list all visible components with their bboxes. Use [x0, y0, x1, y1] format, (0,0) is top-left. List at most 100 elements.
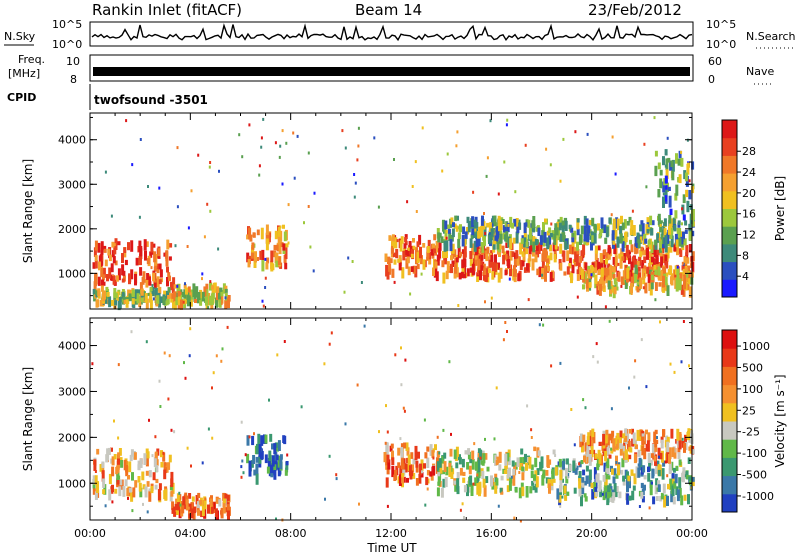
noise-cell: [356, 383, 359, 387]
echo-cell: [530, 242, 534, 252]
echo-cell: [618, 491, 622, 499]
noise-cell: [631, 209, 634, 213]
echo-cell: [624, 449, 628, 460]
noise-cell: [445, 230, 448, 234]
echo-cell: [123, 299, 127, 304]
echo-cell: [205, 289, 209, 296]
echo-cell: [637, 449, 641, 457]
echo-cell: [683, 442, 686, 453]
echo-cell: [525, 457, 529, 463]
echo-cell: [174, 503, 178, 511]
echo-cell: [637, 266, 641, 272]
echo-cell: [247, 259, 251, 268]
echo-cell: [487, 268, 491, 274]
echo-cell: [573, 487, 577, 494]
echo-cell: [644, 238, 648, 244]
echo-cell: [539, 235, 543, 245]
echo-cell: [654, 150, 658, 157]
echo-cell: [618, 437, 622, 449]
echo-cell: [543, 265, 547, 277]
echo-cell: [149, 299, 153, 310]
echo-cell: [391, 234, 395, 242]
echo-cell: [261, 260, 265, 272]
echo-cell: [657, 162, 661, 170]
echo-cell: [112, 275, 116, 285]
echo-cell: [197, 492, 201, 498]
echo-cell: [630, 244, 634, 253]
echo-cell: [129, 454, 133, 462]
echo-cell: [624, 280, 628, 289]
echo-cell: [469, 267, 473, 273]
colorbar-tick-label: 100: [742, 383, 763, 396]
echo-cell: [548, 234, 552, 245]
noise-cell: [485, 174, 488, 178]
echo-cell: [475, 222, 479, 229]
echo-cell: [158, 279, 162, 285]
echo-cell: [155, 465, 159, 473]
y-tick-label: 3000: [58, 178, 86, 191]
echo-cell: [662, 275, 665, 288]
echo-cell: [446, 224, 450, 229]
echo-cell: [462, 477, 466, 483]
echo-cell: [406, 477, 409, 483]
echo-cell: [425, 476, 429, 486]
echo-cell: [630, 469, 634, 476]
noise-cell: [604, 305, 607, 309]
noise-cell: [91, 362, 94, 366]
noise-cell: [403, 409, 406, 413]
echo-cell: [515, 250, 519, 259]
noise-cell: [341, 129, 344, 133]
echo-cell: [525, 462, 528, 471]
nsky-tick-bottom: 10^0: [52, 38, 82, 51]
echo-cell: [624, 428, 628, 436]
noise-cell: [542, 323, 545, 327]
noise-cell: [209, 161, 212, 164]
noise-cell: [634, 359, 637, 363]
echo-cell: [388, 235, 392, 241]
echo-cell: [177, 296, 181, 306]
echo-cell: [463, 266, 467, 279]
echo-cell: [479, 268, 482, 281]
echo-cell: [530, 464, 534, 470]
echo-cell: [606, 445, 610, 456]
echo-cell: [102, 478, 106, 488]
echo-cell: [248, 227, 252, 240]
noise-cell: [676, 265, 679, 269]
echo-cell: [477, 250, 480, 261]
echo-cell: [135, 257, 139, 266]
echo-cell: [166, 266, 169, 273]
echo-cell: [538, 267, 542, 278]
noise-cell: [253, 432, 255, 436]
echo-cell: [98, 261, 101, 271]
echo-cell: [176, 493, 180, 503]
noise-cell: [167, 397, 170, 401]
echo-cell: [443, 461, 447, 472]
echo-cell: [102, 290, 106, 302]
noise-cell: [148, 418, 150, 422]
echo-cell: [583, 493, 587, 498]
echo-cell: [615, 286, 619, 291]
echo-cell: [672, 467, 676, 473]
echo-cell: [283, 435, 287, 445]
echo-cell: [681, 471, 685, 483]
echo-cell: [607, 280, 611, 290]
echo-cell: [691, 261, 695, 273]
noise-cell: [421, 470, 423, 474]
noise-cell: [513, 516, 516, 520]
y-tick-label: 3000: [58, 385, 86, 398]
echo-cell: [171, 501, 175, 510]
noise-cell: [188, 354, 191, 358]
echo-cell: [652, 496, 656, 505]
echo-cell: [251, 435, 255, 446]
nave-tick-top: 60: [708, 55, 722, 68]
station-title: Rankin Inlet (fitACF): [92, 1, 242, 19]
noise-cell: [538, 323, 541, 327]
echo-cell: [639, 224, 643, 232]
echo-cell: [459, 224, 462, 233]
echo-cell: [612, 273, 616, 280]
noise-cell: [201, 272, 204, 276]
echo-cell: [496, 241, 500, 250]
noise-cell: [484, 300, 486, 304]
echo-cell: [114, 488, 118, 494]
echo-cell: [666, 233, 670, 244]
